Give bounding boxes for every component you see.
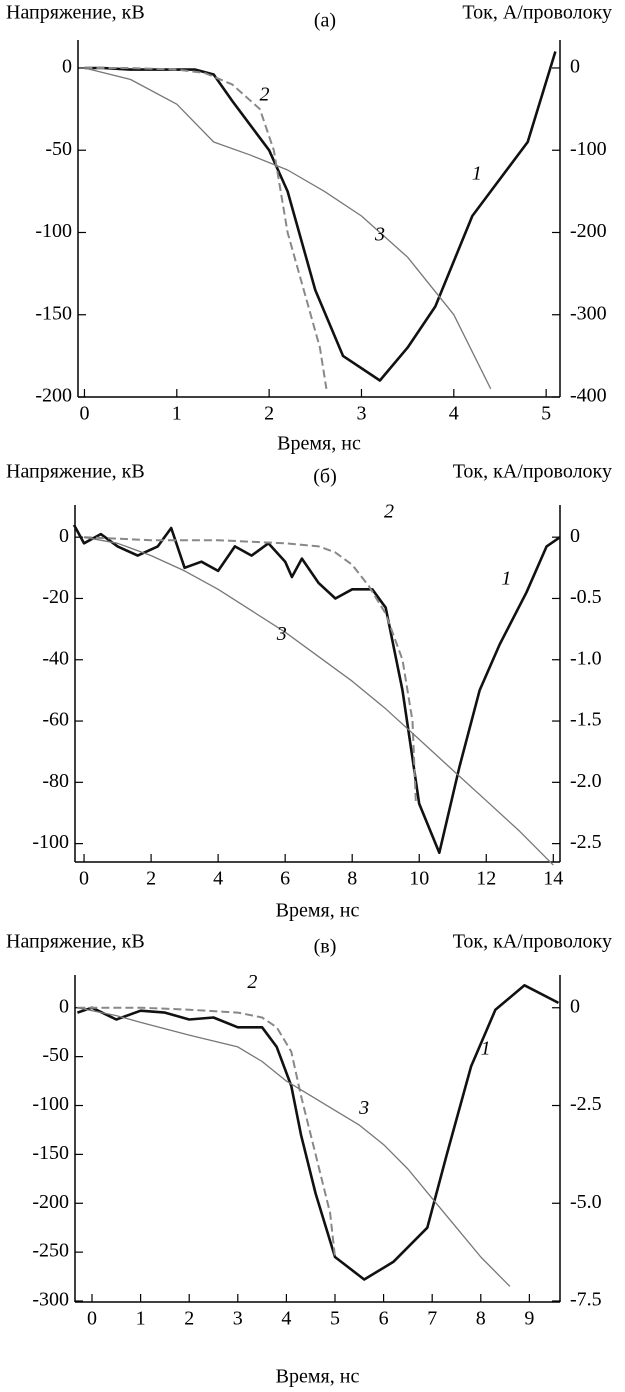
series-line [76, 984, 560, 1281]
series-label: 3 [276, 623, 287, 645]
x-tick-label: 0 [79, 403, 89, 425]
y-axis-label: Напряжение, кВ [6, 461, 145, 483]
y-tick-label: -250 [32, 1240, 69, 1262]
x-tick-label: 3 [233, 1308, 243, 1330]
y-tick-label: -150 [32, 1142, 69, 1164]
y2-tick-label: -2.5 [570, 1093, 602, 1115]
y2-tick-label: -1.0 [570, 647, 602, 669]
x-tick-label: 12 [476, 868, 496, 890]
series-label: 3 [374, 223, 385, 245]
y2-axis-label: Ток, кА/проволоку [453, 461, 612, 483]
series-label: 1 [481, 1037, 491, 1059]
y-tick-label: -200 [35, 385, 72, 407]
x-tick-label: 6 [379, 1308, 389, 1330]
y2-tick-label: -400 [570, 385, 607, 407]
y-tick-label: -100 [35, 220, 72, 242]
x-tick-label: 6 [280, 868, 290, 890]
y-tick-label: -50 [45, 138, 72, 160]
y2-tick-label: -5.0 [570, 1191, 602, 1213]
y-tick-label: -80 [42, 770, 69, 792]
x-tick-label: 4 [449, 403, 459, 425]
x-tick-label: 8 [347, 868, 357, 890]
x-tick-label: 1 [136, 1308, 146, 1330]
x-tick-label: 2 [146, 868, 156, 890]
y-tick-label: 0 [59, 995, 69, 1017]
x-tick-label: 4 [281, 1308, 291, 1330]
y2-axis-label: Ток, А/проволоку [462, 2, 612, 24]
y-tick-label: -40 [42, 647, 69, 669]
y2-tick-label: -2.0 [570, 770, 602, 792]
y2-tick-label: -300 [570, 302, 607, 324]
series-label: 2 [247, 971, 257, 993]
x-axis-label: Время, нс [277, 433, 361, 455]
y2-tick-label: -7.5 [570, 1289, 602, 1311]
x-tick-label: 4 [213, 868, 223, 890]
x-tick-label: 10 [409, 868, 429, 890]
x-tick-label: 8 [476, 1308, 486, 1330]
y2-tick-label: 0 [570, 995, 580, 1017]
y2-tick-label: -0.5 [570, 586, 602, 608]
series-line [83, 536, 554, 866]
y-tick-label: -100 [32, 1093, 69, 1115]
series-line [77, 1006, 336, 1258]
y2-tick-label: 0 [570, 525, 580, 547]
y2-tick-label: -200 [570, 220, 607, 242]
series-line [84, 51, 557, 382]
y-axis-label: Напряжение, кВ [6, 2, 145, 24]
series-label: 3 [358, 1097, 369, 1119]
x-tick-label: 5 [330, 1308, 340, 1330]
x-tick-label: 9 [524, 1308, 534, 1330]
y-tick-label: -150 [35, 302, 72, 324]
x-tick-label: 2 [184, 1308, 194, 1330]
series-label: 1 [472, 162, 482, 184]
x-tick-label: 0 [87, 1308, 97, 1330]
x-tick-label: 2 [264, 403, 274, 425]
series-line [72, 524, 561, 855]
x-tick-label: 5 [541, 403, 551, 425]
x-tick-label: 0 [79, 868, 89, 890]
y-tick-label: -60 [42, 709, 69, 731]
y2-axis-label: Ток, кА/проволоку [453, 931, 612, 953]
panel-title: (а) [314, 10, 336, 32]
x-tick-label: 7 [427, 1308, 437, 1330]
x-axis-label: Время, нс [276, 1366, 360, 1388]
panel-title: (б) [313, 466, 337, 488]
y-tick-label: -200 [32, 1191, 69, 1213]
x-tick-label: 14 [543, 868, 563, 890]
y-tick-label: -300 [32, 1289, 69, 1311]
y-tick-label: -50 [42, 1044, 69, 1066]
series-label: 2 [384, 500, 394, 522]
series-label: 2 [260, 84, 270, 106]
x-tick-label: 3 [356, 403, 366, 425]
y-tick-label: -20 [42, 586, 69, 608]
y-axis-label: Напряжение, кВ [6, 931, 145, 953]
series-line [84, 67, 328, 389]
y-tick-label: 0 [62, 56, 72, 78]
series-line [77, 1007, 511, 1287]
series-line [84, 67, 492, 390]
y2-tick-label: -1.5 [570, 709, 602, 731]
series-label: 1 [501, 568, 511, 590]
x-axis-label: Время, нс [276, 900, 360, 922]
y2-tick-label: 0 [570, 56, 580, 78]
y2-tick-label: -100 [570, 138, 607, 160]
series-line [83, 536, 417, 804]
y2-tick-label: -2.5 [570, 831, 602, 853]
panel-title: (в) [314, 936, 337, 958]
y-tick-label: -100 [32, 831, 69, 853]
y-tick-label: 0 [59, 525, 69, 547]
x-tick-label: 1 [172, 403, 182, 425]
